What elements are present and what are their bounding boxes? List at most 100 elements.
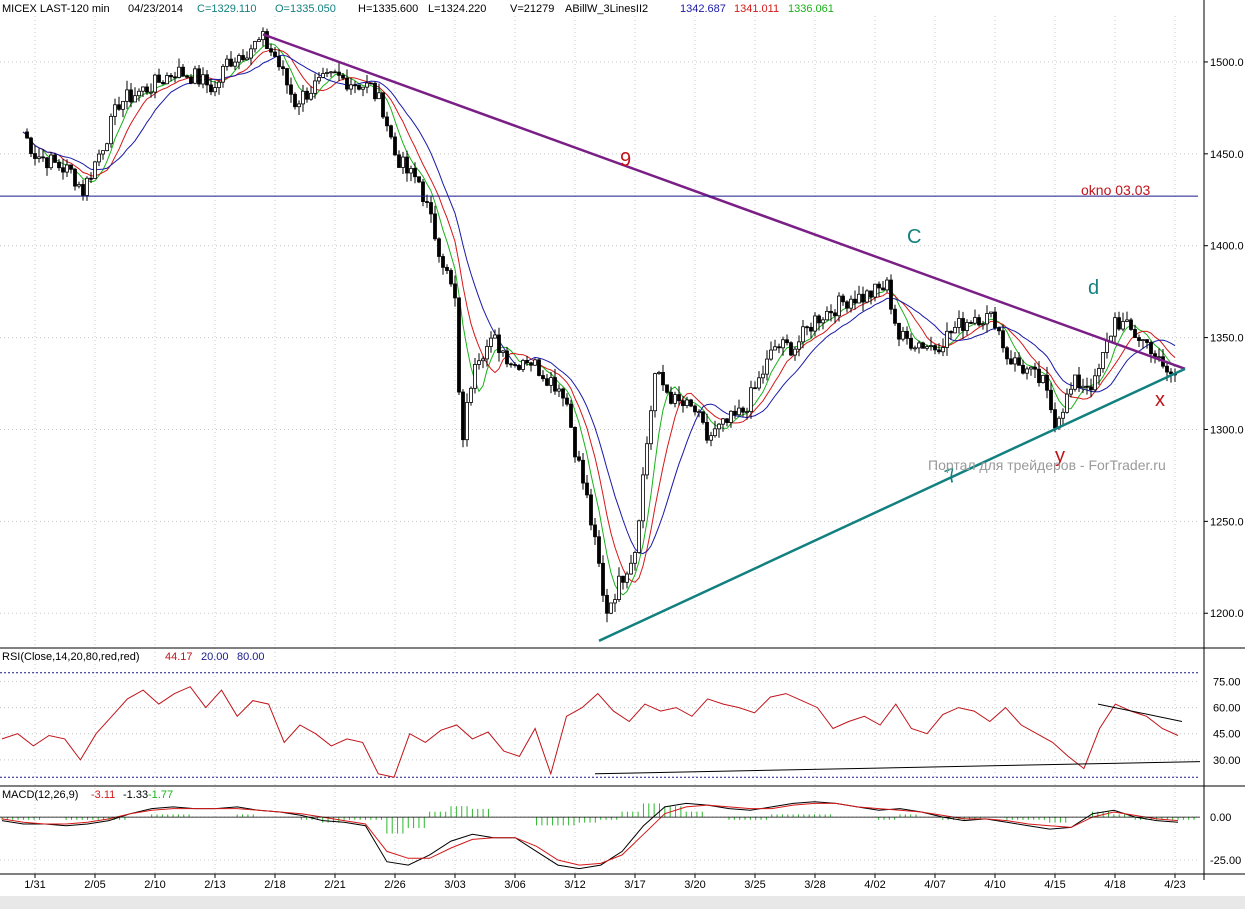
candle-body bbox=[621, 575, 625, 583]
candle bbox=[825, 306, 829, 321]
candle bbox=[677, 386, 681, 406]
candle-body bbox=[705, 421, 709, 441]
candle bbox=[285, 67, 289, 94]
candle-body bbox=[301, 90, 305, 105]
candle-body bbox=[789, 342, 793, 356]
candle bbox=[949, 330, 953, 340]
candle bbox=[221, 64, 225, 88]
wave-label-y: y bbox=[1055, 445, 1065, 467]
candle bbox=[245, 51, 249, 61]
candle bbox=[361, 86, 365, 97]
candle bbox=[773, 339, 777, 351]
candle bbox=[1093, 368, 1097, 392]
candle-body bbox=[925, 346, 929, 349]
candle bbox=[113, 98, 117, 126]
low-label: L=1324.220 bbox=[428, 3, 486, 15]
candle-body bbox=[589, 494, 593, 526]
candle bbox=[901, 326, 905, 342]
candle-body bbox=[349, 84, 353, 90]
candle-body bbox=[297, 103, 301, 108]
candle bbox=[37, 148, 41, 163]
candle-body bbox=[317, 77, 321, 82]
date-label: 4/10 bbox=[984, 879, 1005, 891]
candle bbox=[589, 488, 593, 531]
candle-body bbox=[793, 348, 797, 356]
candle bbox=[913, 345, 917, 352]
candle-body bbox=[945, 330, 949, 348]
candle bbox=[441, 253, 445, 275]
candle-body bbox=[269, 48, 273, 53]
candle-body bbox=[761, 373, 765, 379]
candle-body bbox=[149, 91, 153, 94]
candle-body bbox=[345, 77, 349, 90]
candle-body bbox=[1097, 368, 1101, 377]
candle bbox=[25, 128, 29, 139]
candle bbox=[69, 164, 73, 174]
candle-body bbox=[1117, 317, 1121, 330]
candle-body bbox=[745, 411, 749, 413]
candle-body bbox=[813, 315, 817, 332]
candle bbox=[117, 96, 121, 111]
candle-body bbox=[389, 125, 393, 138]
candle-body bbox=[469, 387, 473, 403]
candle bbox=[833, 309, 837, 324]
watermark: Портал для трейдеров - ForTrader.ru bbox=[928, 457, 1166, 473]
candle bbox=[253, 40, 257, 53]
candle bbox=[317, 71, 321, 85]
candle-body bbox=[637, 520, 641, 553]
date-label: 4/18 bbox=[1104, 879, 1125, 891]
candle bbox=[477, 353, 481, 370]
candle bbox=[141, 86, 145, 98]
candle-body bbox=[189, 76, 193, 84]
candle bbox=[445, 264, 449, 275]
candle bbox=[217, 79, 221, 95]
candle bbox=[493, 329, 497, 339]
candle bbox=[45, 157, 49, 176]
candle bbox=[801, 319, 805, 349]
candle-body bbox=[937, 349, 941, 353]
candle-body bbox=[293, 93, 297, 108]
candle bbox=[185, 74, 189, 79]
price-tick-label: 1400.0 bbox=[1210, 241, 1244, 253]
candle bbox=[57, 159, 61, 171]
candle bbox=[593, 518, 597, 546]
candle-body bbox=[593, 524, 597, 538]
candle bbox=[541, 370, 545, 382]
close-label: C=1329.110 bbox=[197, 3, 256, 15]
candle-body bbox=[693, 405, 697, 413]
ma-fast-line bbox=[22, 43, 1176, 596]
rsi-label: RSI(Close,14,20,80,red,red) bbox=[2, 651, 140, 663]
candle bbox=[461, 389, 465, 448]
candle-body bbox=[449, 270, 453, 285]
candle bbox=[173, 71, 177, 83]
candle bbox=[1077, 367, 1081, 393]
candle-body bbox=[441, 256, 445, 268]
symbol-label: MICEX LAST-120 min bbox=[2, 3, 110, 15]
candle bbox=[1117, 311, 1121, 331]
candle bbox=[809, 322, 813, 339]
candle bbox=[905, 326, 909, 345]
candle-body bbox=[525, 360, 529, 364]
candle-body bbox=[397, 154, 401, 168]
candle-body bbox=[1077, 374, 1081, 389]
candle-body bbox=[933, 345, 937, 351]
candle bbox=[885, 277, 889, 293]
candle bbox=[513, 362, 517, 368]
candle-body bbox=[1145, 339, 1149, 343]
candle-body bbox=[237, 55, 241, 63]
candle-body bbox=[1085, 385, 1089, 388]
candle bbox=[97, 149, 101, 167]
candle bbox=[1029, 366, 1033, 376]
candle bbox=[161, 80, 165, 85]
candle bbox=[181, 63, 185, 77]
candle-body bbox=[209, 84, 213, 93]
candle bbox=[1125, 311, 1129, 323]
support-trendline bbox=[598, 367, 1186, 642]
candle bbox=[341, 73, 345, 81]
candle bbox=[1013, 352, 1017, 372]
candle bbox=[693, 404, 697, 416]
macd-value-2: -1.33 bbox=[123, 789, 148, 801]
candle bbox=[837, 292, 841, 322]
